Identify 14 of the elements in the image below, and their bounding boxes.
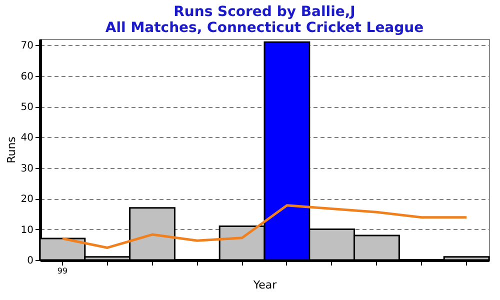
chart-subtitle: All Matches, Connecticut Cricket League xyxy=(105,20,424,36)
y-tick-label: 10 xyxy=(20,224,34,236)
y-axis-title: Runs xyxy=(4,136,18,164)
x-tick-label: 99 xyxy=(57,266,68,276)
x-axis-title: Year xyxy=(252,278,278,292)
y-tick-label: 40 xyxy=(20,132,34,144)
y-tick-label: 50 xyxy=(20,102,34,114)
y-tick-label: 0 xyxy=(27,256,34,266)
line-series xyxy=(61,204,468,249)
chart-title: Runs Scored by Ballie,J xyxy=(174,4,356,20)
y-tick-label: 30 xyxy=(20,163,34,174)
y-tick-label: 70 xyxy=(20,40,34,52)
y-tick-label: 60 xyxy=(20,71,34,82)
y-tick-label: 20 xyxy=(20,194,34,206)
